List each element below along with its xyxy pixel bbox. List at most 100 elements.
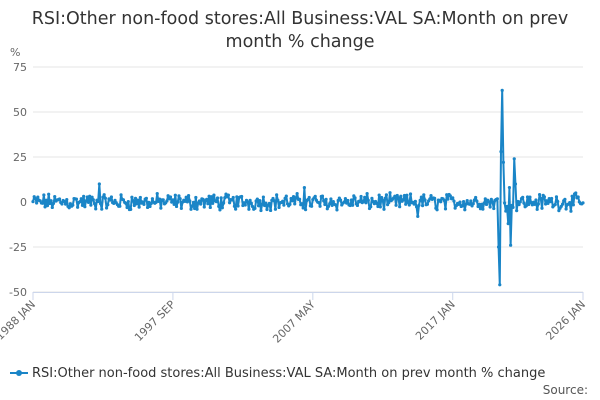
data-point xyxy=(155,192,159,196)
data-point xyxy=(118,204,122,208)
data-point xyxy=(407,203,411,207)
data-point xyxy=(581,201,585,205)
data-point xyxy=(363,195,367,199)
data-point xyxy=(463,208,467,212)
data-point xyxy=(49,199,53,203)
data-point xyxy=(259,208,263,213)
data-point xyxy=(417,203,421,207)
data-point xyxy=(416,214,420,218)
data-point xyxy=(207,194,211,198)
data-point xyxy=(500,88,504,92)
data-point xyxy=(112,201,116,205)
data-point xyxy=(345,201,349,205)
data-point xyxy=(282,203,286,207)
data-point xyxy=(522,201,526,205)
data-point xyxy=(188,199,192,203)
data-point xyxy=(165,199,169,203)
data-point xyxy=(109,195,113,199)
data-point xyxy=(505,204,509,208)
data-point xyxy=(496,245,501,249)
data-point xyxy=(480,202,484,206)
data-point xyxy=(82,194,86,198)
data-point xyxy=(224,192,228,196)
data-point xyxy=(90,195,94,199)
data-point xyxy=(97,182,101,186)
data-point xyxy=(206,202,210,206)
data-point xyxy=(465,199,469,203)
data-point xyxy=(154,200,158,204)
data-point xyxy=(569,209,573,213)
data-point xyxy=(471,202,475,206)
data-point xyxy=(149,201,153,206)
data-point xyxy=(329,197,333,201)
data-point xyxy=(249,201,253,205)
data-point xyxy=(418,198,422,202)
data-point xyxy=(195,207,199,211)
data-point xyxy=(446,197,450,201)
data-point xyxy=(489,197,493,201)
data-point xyxy=(547,197,551,201)
data-point xyxy=(142,202,146,206)
data-point xyxy=(477,202,481,206)
data-point xyxy=(176,200,180,204)
data-point xyxy=(76,205,80,209)
data-point xyxy=(560,202,565,206)
data-point xyxy=(219,196,223,200)
x-tick-label: 1988 JAN xyxy=(0,298,38,343)
data-point xyxy=(539,196,543,200)
data-point xyxy=(147,200,151,204)
data-point xyxy=(262,203,267,208)
data-point xyxy=(295,191,299,196)
data-point xyxy=(568,200,572,205)
data-point xyxy=(226,193,230,197)
legend[interactable]: RSI:Other non-food stores:All Business:V… xyxy=(10,364,545,382)
data-point xyxy=(144,196,148,200)
data-point xyxy=(396,196,401,200)
data-point xyxy=(300,202,304,206)
data-point xyxy=(419,195,423,199)
data-point xyxy=(86,200,91,204)
data-point xyxy=(534,198,538,202)
data-point xyxy=(228,201,232,205)
data-point xyxy=(527,202,531,207)
data-point xyxy=(442,198,446,203)
data-point xyxy=(517,202,521,207)
data-point xyxy=(349,198,354,202)
data-point xyxy=(323,202,327,207)
data-point xyxy=(41,201,45,205)
data-point xyxy=(498,283,502,287)
data-point xyxy=(353,196,357,200)
data-point xyxy=(273,207,278,211)
data-point xyxy=(231,195,235,200)
data-point xyxy=(545,199,549,203)
data-point xyxy=(131,199,135,203)
data-point xyxy=(159,206,163,210)
data-point xyxy=(365,192,369,196)
data-point xyxy=(33,196,38,201)
data-point xyxy=(173,193,177,197)
source-label[interactable]: Source: xyxy=(542,383,588,397)
data-point xyxy=(448,194,452,198)
data-point xyxy=(504,209,508,213)
data-point xyxy=(232,204,237,208)
data-point xyxy=(177,194,181,198)
data-point xyxy=(563,197,567,201)
data-point xyxy=(218,208,222,212)
data-point xyxy=(303,208,308,212)
data-point xyxy=(413,199,417,203)
data-point xyxy=(301,206,305,210)
data-point xyxy=(492,206,496,211)
data-point xyxy=(171,198,175,202)
data-point xyxy=(443,207,448,211)
data-point xyxy=(482,201,486,205)
data-point xyxy=(148,204,152,209)
data-point xyxy=(515,209,519,213)
x-tick-label: 2007 MAY xyxy=(270,298,318,346)
data-point xyxy=(469,199,473,203)
data-point xyxy=(53,195,57,199)
data-point xyxy=(506,222,510,226)
data-point xyxy=(284,194,288,198)
data-point xyxy=(293,202,297,206)
legend-series-label: RSI:Other non-food stores:All Business:V… xyxy=(32,365,546,381)
data-point xyxy=(193,206,197,211)
